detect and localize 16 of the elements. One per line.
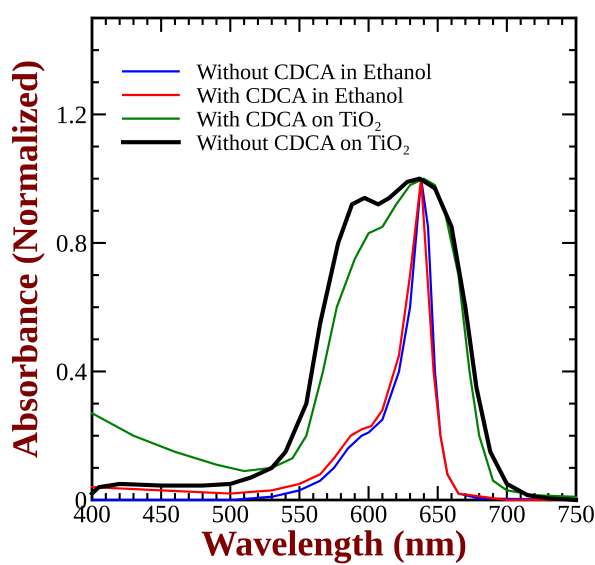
y-tick-label: 1.2 — [58, 106, 86, 124]
legend-label: Without CDCA on TiO₂ — [196, 134, 409, 155]
y-axis-title: Absorbance (Normalized) — [12, 62, 45, 458]
y-tick-label: 0.4 — [56, 364, 87, 380]
x-tick-label: 750 — [558, 506, 594, 522]
x-tick-label: 600 — [350, 506, 386, 522]
x-tick-label: 450 — [142, 506, 179, 522]
x-tick-label: 500 — [212, 506, 248, 522]
x-tick-label: 550 — [282, 506, 318, 522]
x-axis-title: Wavelength (nm) — [202, 530, 466, 564]
y-tick-label: 0.8 — [56, 234, 86, 252]
x-tick-label: 650 — [420, 506, 456, 522]
legend-label: With CDCA on TiO₂ — [196, 110, 381, 131]
legend-label: With CDCA in Ethanol — [196, 87, 404, 104]
x-tick-label: 700 — [490, 506, 525, 522]
legend-label: Without CDCA in Ethanol — [196, 64, 432, 80]
